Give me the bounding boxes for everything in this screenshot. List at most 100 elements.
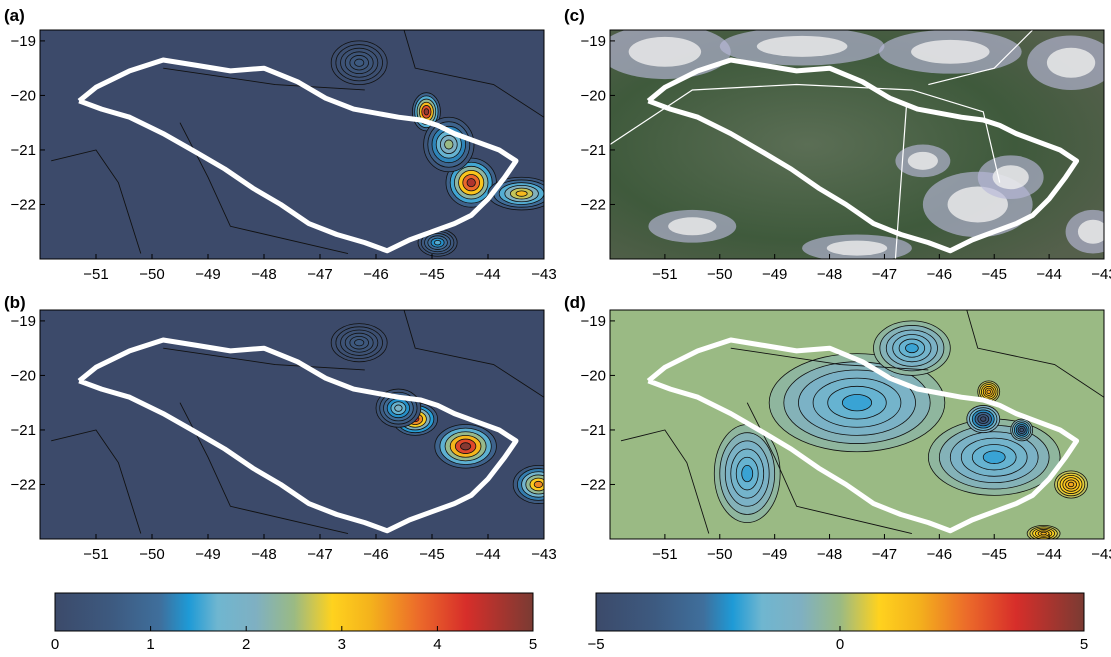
x-tick-label: −46 (363, 546, 388, 563)
x-tick-label: −50 (139, 546, 164, 563)
y-tick-label: −21 (581, 422, 606, 439)
cloud-core (668, 217, 717, 236)
x-tick-label: −50 (707, 546, 732, 563)
contour-blob (905, 343, 919, 354)
x-tick-label: −45 (419, 266, 444, 283)
colorbar-tick-label: 0 (836, 636, 844, 653)
contour-blob (1040, 531, 1047, 536)
panel-label: (a) (4, 6, 25, 25)
y-tick-label: −19 (11, 313, 36, 330)
panel-c: −51 −50 −49 −48 −47 −46 −45 −44 −43 −19 −20 −21 −22 (… (564, 6, 1111, 283)
contour-blob (460, 442, 472, 451)
x-tick-label: −51 (83, 266, 108, 283)
x-tick-label: −43 (531, 546, 556, 563)
contour-blob (515, 190, 528, 197)
basin-outline (77, 57, 519, 254)
x-tick-label: −48 (817, 266, 842, 283)
basin-outline (646, 57, 1080, 254)
contour-blob (433, 239, 442, 246)
colorbar-gradient (595, 592, 1085, 632)
x-tick-label: −47 (307, 266, 332, 283)
cloud-core (1077, 219, 1104, 244)
cloud-core (628, 36, 702, 67)
colorbar-2: −505Precipitation difference [mm/hr] (587, 592, 1088, 653)
panel-a: −51 −50 −49 −48 −47 −46 −45 −44 −43 −19 −20 −21 −22 (… (4, 6, 557, 283)
colorbar-tick-label: 4 (433, 636, 441, 653)
colorbar-tick-label: 1 (146, 636, 154, 653)
x-tick-label: −43 (1091, 546, 1111, 563)
y-tick-label: −21 (11, 422, 36, 439)
x-tick-label: −47 (872, 546, 897, 563)
x-tick-label: −49 (195, 546, 220, 563)
y-tick-label: −20 (581, 367, 606, 384)
x-tick-label: −48 (251, 546, 276, 563)
x-tick-label: −48 (251, 266, 276, 283)
contour-blob (841, 394, 873, 412)
x-tick-label: −45 (981, 266, 1006, 283)
contour-blob (354, 339, 365, 347)
panel-label: (d) (564, 293, 586, 312)
y-tick-label: −20 (11, 367, 36, 384)
state-boundary (51, 30, 544, 254)
colorbar-tick-label: 5 (1080, 636, 1088, 653)
contour-blob (423, 108, 430, 116)
contour-blob (1019, 427, 1024, 433)
x-tick-label: −49 (762, 266, 787, 283)
basin-outline (646, 337, 1080, 534)
colorbar-tick-label: 0 (51, 636, 59, 653)
panel-b: −51 −50 −49 −48 −47 −46 −45 −44 −43 −19 −20 −21 −22 (… (4, 293, 557, 563)
y-tick-label: −20 (581, 87, 606, 104)
x-tick-label: −44 (1036, 266, 1061, 283)
plot-area (610, 30, 1104, 259)
plot-area (40, 310, 544, 539)
state-boundary (620, 310, 1104, 534)
x-tick-label: −50 (707, 266, 732, 283)
x-tick-label: −49 (762, 546, 787, 563)
contour-blob (533, 480, 544, 489)
x-tick-label: −47 (307, 546, 332, 563)
x-tick-label: −51 (652, 546, 677, 563)
y-tick-label: −21 (11, 142, 36, 159)
contour-blob (741, 464, 754, 483)
x-tick-label: −45 (981, 546, 1006, 563)
y-tick-label: −19 (11, 33, 36, 50)
x-tick-label: −48 (817, 546, 842, 563)
y-tick-label: −22 (11, 196, 36, 213)
cloud-core (756, 35, 848, 57)
y-tick-label: −22 (581, 476, 606, 493)
state-boundary (51, 310, 544, 534)
cloud-core (907, 151, 938, 170)
x-tick-label: −44 (475, 266, 500, 283)
plot-area (40, 30, 544, 259)
colorbar-tick-label: 3 (338, 636, 346, 653)
colorbar-tick-label: 2 (242, 636, 250, 653)
axes-frame (39, 309, 545, 540)
cloud-core (911, 39, 990, 64)
axes-frame (609, 29, 1105, 260)
plot-area (610, 310, 1104, 539)
contour-blob (982, 450, 1006, 464)
x-tick-label: −44 (1036, 546, 1061, 563)
y-tick-label: −19 (581, 313, 606, 330)
y-tick-label: −22 (11, 476, 36, 493)
cloud-core (1046, 47, 1096, 78)
x-tick-label: −44 (475, 546, 500, 563)
x-tick-label: −46 (927, 266, 952, 283)
contour-blob (444, 139, 454, 150)
basin-outline (77, 337, 519, 534)
x-tick-label: −51 (652, 266, 677, 283)
contour-blob (466, 178, 476, 188)
y-tick-label: −21 (581, 142, 606, 159)
cloud-core (992, 165, 1029, 190)
x-tick-label: −43 (531, 266, 556, 283)
x-tick-label: −46 (363, 266, 388, 283)
contour-blob (354, 58, 365, 67)
x-tick-label: −46 (927, 546, 952, 563)
y-tick-label: −20 (11, 87, 36, 104)
colorbar-gradient (54, 592, 534, 632)
axes-frame (39, 29, 545, 260)
x-tick-label: −51 (83, 546, 108, 563)
contour-blob (980, 416, 987, 422)
contour-blob (394, 404, 403, 412)
